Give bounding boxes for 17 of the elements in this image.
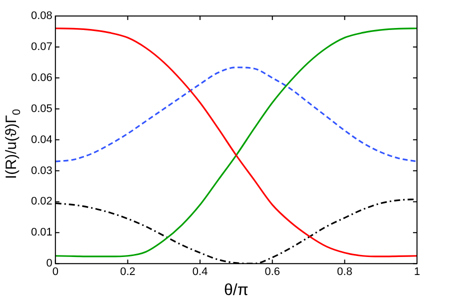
x-tick-label: 0.4: [192, 266, 208, 278]
y-tick-label: 0.08: [30, 10, 52, 22]
x-tick-label: 0.8: [337, 266, 352, 278]
y-tick-label: 0.03: [30, 164, 52, 177]
y-tick-label: 0.01: [30, 226, 52, 239]
y-tick-label: 0: [46, 258, 52, 270]
line-series: [55, 66, 417, 162]
line-series: [55, 28, 417, 258]
x-tick-label: 1: [414, 266, 420, 278]
x-tick-label: 0.2: [120, 266, 136, 278]
y-tick-label: 0.06: [30, 72, 52, 84]
y-tick-label: 0.02: [30, 196, 52, 208]
y-tick-label: 0.05: [30, 102, 52, 115]
y-tick-label: 0.04: [30, 134, 52, 146]
y-tick-label: 0.07: [30, 40, 52, 53]
x-tick-label: 0.6: [264, 266, 280, 278]
x-axis-title: θ/π: [224, 282, 248, 299]
